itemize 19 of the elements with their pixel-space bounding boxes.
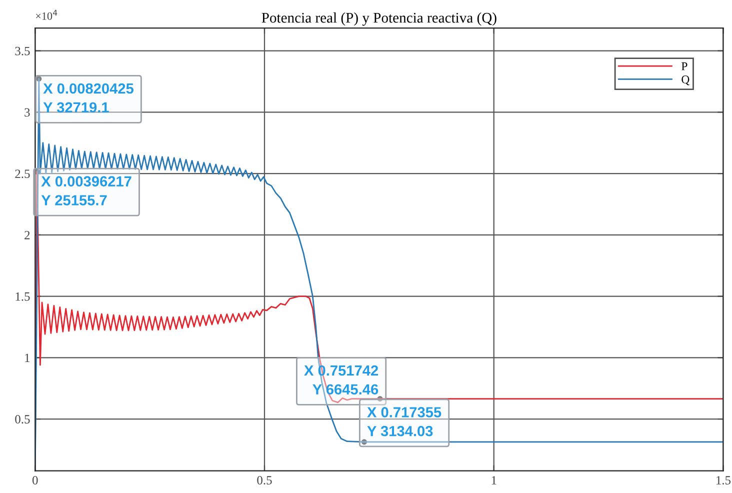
x-tick-label: 0.5 (257, 476, 272, 485)
x-tick-label: 0 (32, 476, 38, 484)
y-tick-label: 3.5 (15, 46, 30, 56)
annotation: X 0.717355 Y 3134.03 (367, 407, 442, 436)
y-tick-label: 0.5 (15, 415, 30, 424)
y-tick-label: 2.5 (15, 170, 30, 178)
annotation: X 0.751742 Y 6645.46 (304, 365, 378, 395)
annotation: X 0.00396217 Y 25155.7 (41, 176, 132, 206)
x-tick-label: 1 (492, 476, 496, 484)
y-tick-label: 2 (24, 230, 30, 240)
y-tick-label: 3 (24, 108, 30, 117)
chart-title: Potencia real (P) y Potencia reactiva (Q) (262, 12, 496, 26)
legend-label: P (682, 62, 688, 70)
y-tick-label: 1.5 (16, 292, 30, 301)
legend-label: Q (682, 75, 690, 86)
annotation: X 0.00820425 Y 32719.1 (43, 83, 134, 113)
y-tick-label: 1 (25, 354, 30, 362)
x-tick-label: 1.5 (716, 476, 731, 485)
text: ×10$^{4}$ (36, 10, 58, 20)
